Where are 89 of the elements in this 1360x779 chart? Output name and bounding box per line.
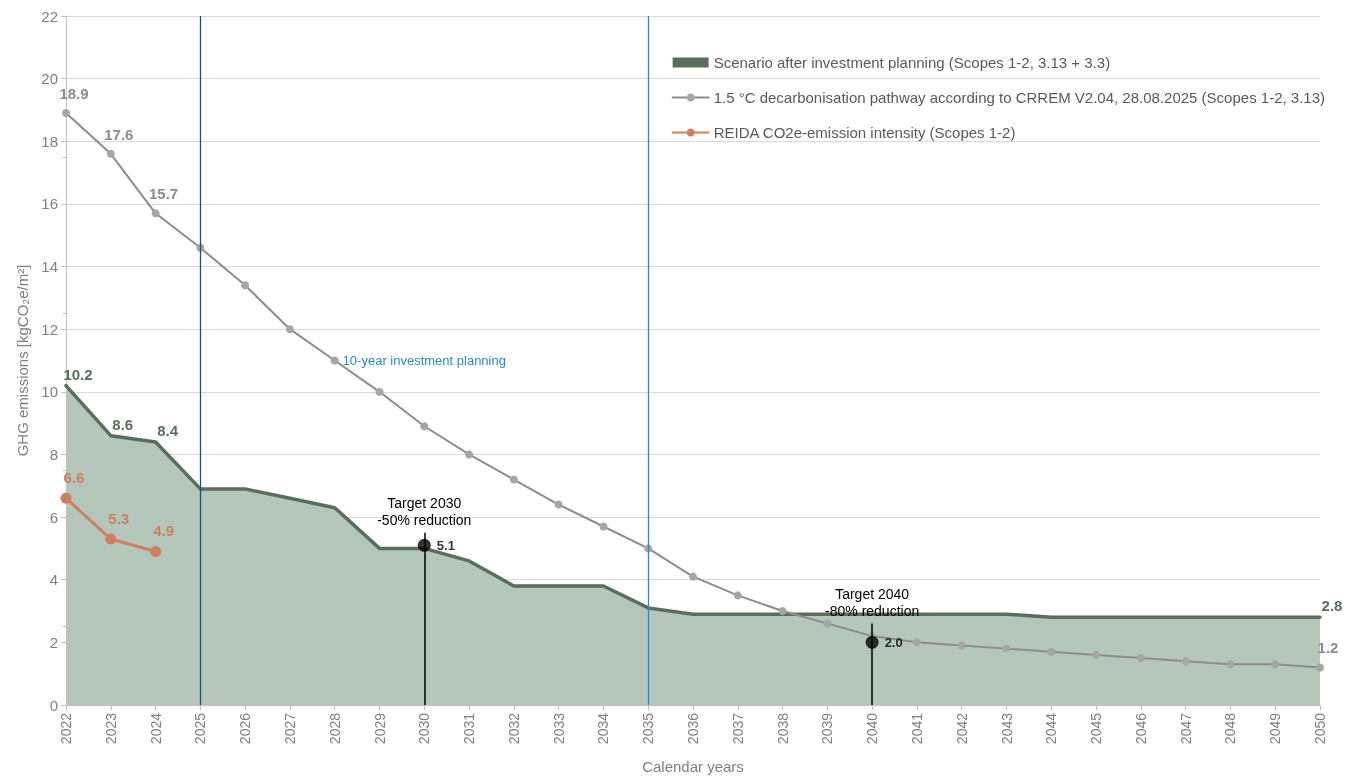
x-tick-label: 2036 (685, 712, 701, 745)
y-tick-label: 18 (41, 132, 58, 150)
point (420, 422, 429, 431)
point (60, 492, 72, 504)
x-tick-label: 2040 (864, 712, 881, 745)
y-tick-label: 8 (49, 445, 58, 463)
point (1136, 654, 1145, 663)
point (1316, 663, 1324, 672)
annotation: 10-year investment planning (342, 353, 506, 368)
x-tick-label: 2038 (774, 712, 791, 745)
y-tick-label: 12 (41, 320, 58, 338)
point (105, 533, 117, 545)
x-tick-label: 2050 (1312, 712, 1328, 745)
y-tick-label: 22 (41, 7, 58, 25)
data-label: 10.2 (63, 365, 93, 383)
point (62, 109, 70, 118)
point (106, 149, 115, 158)
point (509, 475, 518, 484)
point (733, 591, 742, 600)
x-tick-label: 2023 (102, 712, 119, 745)
point (1002, 644, 1011, 653)
legend-label: REIDA CO2e-emission intensity (Scopes 1-2) (713, 124, 1016, 141)
x-tick-label: 2034 (595, 712, 612, 745)
data-label: 5.1 (436, 537, 455, 553)
y-tick-label: 0 (49, 696, 58, 714)
point (241, 281, 250, 290)
point (599, 522, 608, 531)
data-label: 4.9 (153, 522, 174, 540)
x-tick-label: 2046 (1132, 712, 1149, 745)
y-tick-label: 10 (41, 383, 58, 401)
x-tick-label: 2033 (550, 712, 567, 745)
x-tick-label: 2027 (281, 712, 298, 745)
data-label: 5.3 (108, 509, 130, 527)
point (865, 635, 879, 649)
point (375, 387, 384, 396)
x-tick-label: 2022 (58, 712, 74, 745)
x-tick-label: 2029 (371, 712, 388, 745)
point (285, 325, 294, 334)
x-tick-label: 2025 (192, 712, 209, 745)
x-axis-title: Calendar years (642, 758, 744, 775)
x-tick-label: 2035 (640, 712, 657, 745)
data-label: 8.4 (157, 421, 179, 439)
x-tick-label: 2037 (729, 712, 746, 745)
x-tick-label: 2028 (326, 712, 343, 745)
point (1181, 657, 1190, 666)
data-label: 17.6 (104, 125, 134, 143)
y-tick-label: 6 (49, 508, 58, 526)
point (1047, 647, 1056, 656)
data-label: 8.6 (112, 415, 134, 433)
point (330, 356, 339, 365)
point (823, 619, 832, 628)
x-tick-label: 2045 (1088, 712, 1105, 745)
x-tick-label: 2024 (147, 712, 164, 745)
y-tick-label: 14 (41, 258, 58, 276)
data-label: 2.8 (1321, 597, 1343, 615)
y-axis-title: GHG emissions [kgCO₂e/m²] (14, 264, 31, 457)
x-tick-label: 2048 (1222, 712, 1239, 745)
y-tick-label: 16 (41, 195, 58, 213)
point (150, 546, 162, 558)
point (1092, 650, 1101, 659)
point (417, 538, 431, 552)
x-tick-label: 2039 (819, 712, 836, 745)
point (465, 450, 474, 459)
x-tick-label: 2026 (237, 712, 254, 745)
point (689, 572, 697, 581)
x-tick-label: 2032 (505, 712, 522, 745)
point (778, 607, 787, 616)
legend-label: 1.5 °C decarbonisation pathway according to CRREM V2.04, 28.08.2025 (Scopes 1-2, 3.13) (713, 89, 1326, 106)
point (1271, 660, 1280, 669)
x-tick-label: 2043 (998, 712, 1015, 745)
annotation: Target 2030 -50% reduction (377, 495, 472, 529)
x-tick-label: 2041 (908, 712, 925, 745)
point (912, 638, 921, 647)
point (1226, 660, 1235, 669)
x-tick-label: 2031 (461, 712, 478, 745)
data-label: 15.7 (148, 185, 179, 203)
x-tick-label: 2030 (416, 712, 433, 745)
x-tick-label: 2042 (953, 712, 970, 745)
x-tick-label: 2047 (1177, 712, 1194, 745)
x-tick-label: 2044 (1043, 712, 1060, 745)
y-tick-label: 20 (41, 70, 58, 88)
legend-label: Scenario after investment planning (Scopes 1-2, 3.13 + 3.3) (713, 54, 1111, 71)
point (554, 500, 563, 509)
point (957, 641, 966, 650)
data-label: 2.0 (884, 634, 903, 650)
point (151, 209, 160, 218)
y-tick-label: 2 (49, 633, 58, 651)
y-tick-label: 4 (49, 571, 58, 589)
x-tick-label: 2049 (1267, 712, 1284, 745)
